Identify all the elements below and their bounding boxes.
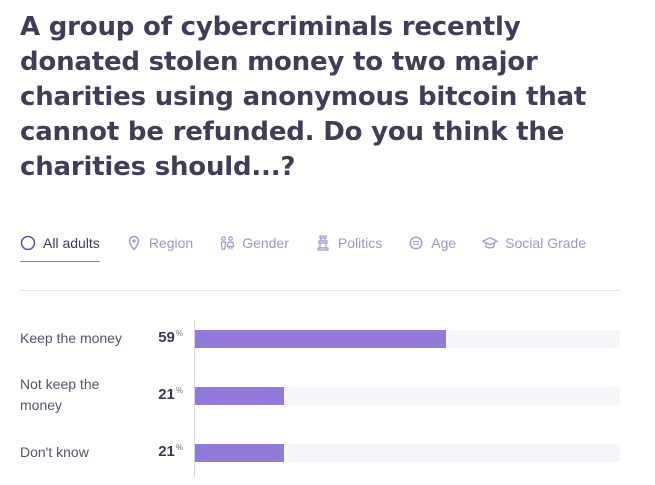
category-label: Don't know	[20, 444, 89, 460]
category-label: Not keep the money	[20, 376, 100, 413]
tab-gender[interactable]: Gender	[219, 231, 289, 255]
gender-icon	[219, 235, 235, 251]
tab-age[interactable]: Age	[408, 231, 456, 255]
category-label: Keep the money	[20, 330, 122, 346]
tab-politics[interactable]: Politics	[315, 231, 382, 255]
tab-region[interactable]: Region	[126, 231, 193, 255]
tab-social-grade[interactable]: Social Grade	[482, 231, 586, 255]
politics-icon	[315, 235, 331, 251]
tab-label: Social Grade	[505, 235, 587, 251]
age-icon	[408, 235, 424, 251]
circle-icon	[20, 235, 36, 251]
bar-track	[195, 387, 620, 405]
bar-track	[195, 444, 620, 462]
value-label: 21%	[158, 386, 183, 403]
value-label: 21%	[158, 443, 183, 460]
divider	[20, 290, 620, 291]
map-pin-icon	[126, 235, 142, 251]
graduation-cap-icon	[482, 235, 499, 251]
bar	[195, 387, 285, 405]
tab-all-adults[interactable]: All adults	[20, 231, 100, 262]
tab-label: Gender	[242, 235, 289, 251]
bar	[195, 330, 446, 348]
bar	[195, 444, 285, 462]
tab-label: All adults	[43, 235, 100, 251]
page-title: A group of cybercriminals recently donat…	[20, 12, 587, 182]
breakdown-tabs: All adults Region Gender Politics Age So…	[20, 231, 612, 263]
chart-axis	[194, 320, 195, 477]
tab-label: Age	[431, 235, 457, 251]
tab-label: Politics	[337, 235, 383, 251]
tab-label: Region	[148, 235, 194, 251]
value-label: 59%	[158, 329, 183, 346]
